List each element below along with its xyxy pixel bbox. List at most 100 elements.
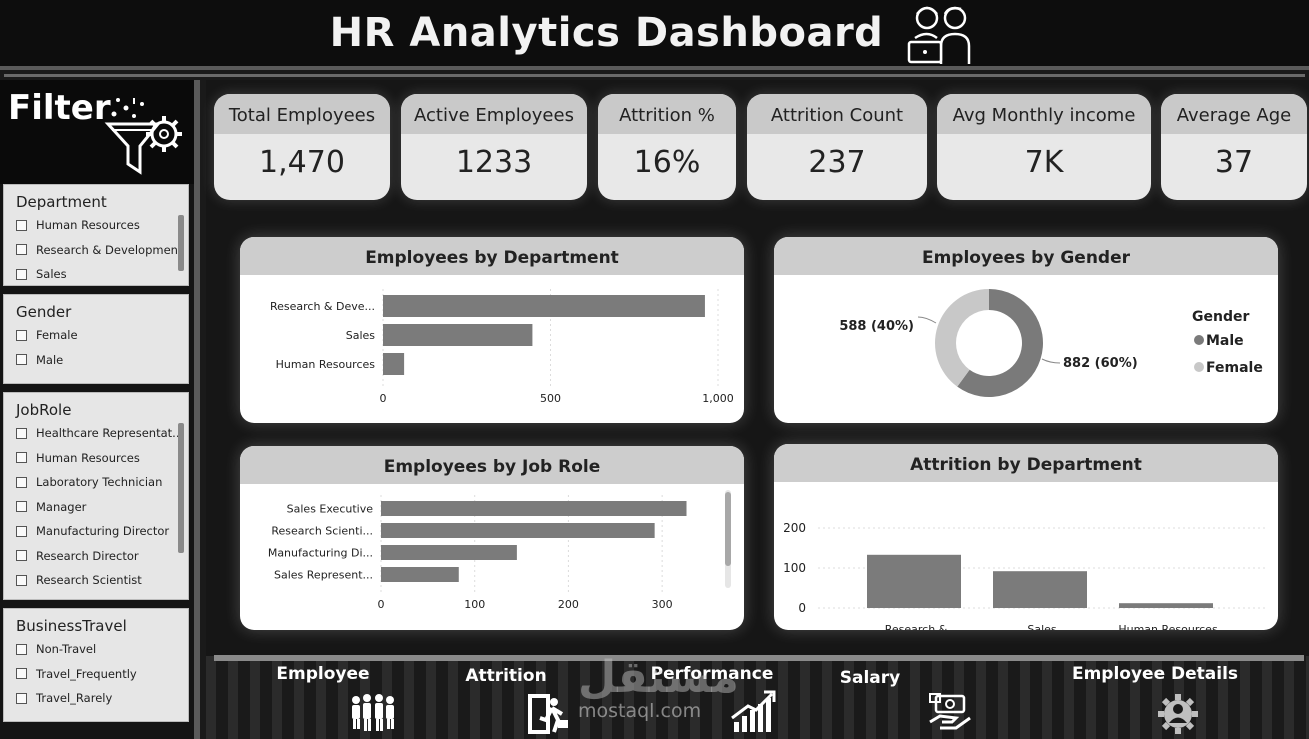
slicer-option-businesstravel[interactable]: Travel_Frequently	[4, 662, 188, 687]
slicer-option-jobrole[interactable]: Research Scientist	[4, 568, 188, 593]
checkbox[interactable]	[16, 329, 27, 341]
slicer-option-department[interactable]: Human Resources	[4, 213, 188, 238]
hr-people-icon	[908, 6, 971, 64]
kpi-attrition-count: Attrition Count 237	[747, 94, 927, 200]
chart-svg: 0 500 1,000 Research & Deve... Sales Human Re…	[270, 289, 734, 405]
nav-label: Employee Details	[1071, 664, 1239, 684]
checkbox[interactable]	[16, 574, 27, 586]
slicer-option-jobrole[interactable]: Manufacturing Director	[4, 519, 188, 544]
option-label: Healthcare Representat...	[36, 426, 184, 441]
kpi-value: 7K	[1024, 145, 1064, 180]
nav-employee-details[interactable]: Employee Details	[1066, 664, 1244, 684]
checkbox[interactable]	[16, 525, 27, 537]
checkbox[interactable]	[16, 354, 27, 366]
option-label: Manager	[36, 499, 87, 514]
y-category-label: Sales Executive	[287, 503, 374, 516]
kpi-value: 237	[808, 145, 866, 180]
legend-label: Female	[1206, 360, 1263, 376]
bar	[993, 571, 1087, 608]
option-label: Male	[36, 352, 64, 367]
chart-employees-by-department: Employees by Department 0 500 1,000 Researc…	[240, 237, 744, 423]
checkbox[interactable]	[16, 476, 27, 488]
kpi-label: Average Age	[1161, 94, 1307, 134]
nav-employee[interactable]: Employee	[268, 664, 378, 684]
kpi-attrition-percent: Attrition % 16%	[598, 94, 736, 200]
checkbox[interactable]	[16, 501, 27, 513]
checkbox[interactable]	[16, 452, 27, 464]
x-tick-label: 300	[652, 598, 673, 611]
chart-title: Attrition by Department	[774, 444, 1278, 482]
label-leader	[1041, 358, 1061, 364]
kpi-label: Attrition %	[598, 94, 736, 134]
chart-svg: 882 (60%) 588 (40%) Gender Male Female	[839, 289, 1263, 397]
exit-door-icon[interactable]	[524, 690, 570, 736]
slicer-scrollbar[interactable]	[178, 215, 184, 271]
slicer-option-businesstravel[interactable]: Travel_Rarely	[4, 686, 188, 711]
slicer-option-department[interactable]: Sales	[4, 262, 188, 287]
slicer-option-gender[interactable]: Male	[4, 348, 188, 373]
x-tick-label: 1,000	[702, 392, 734, 405]
nav-divider	[214, 655, 1304, 661]
option-label: Human Resources	[36, 218, 140, 233]
watermark-site: mostaql.com	[578, 700, 702, 722]
y-category-label: Manufacturing Di...	[268, 547, 373, 560]
x-tick-label: 500	[540, 392, 561, 405]
funnel-gear-icon	[104, 98, 182, 175]
filter-title: Filter	[8, 88, 111, 128]
people-group-icon[interactable]	[348, 692, 398, 732]
checkbox[interactable]	[16, 550, 27, 562]
checkbox[interactable]	[16, 268, 27, 280]
nav-label: Performance	[650, 664, 774, 684]
slicer-option-department[interactable]: Research & Developmen	[4, 238, 188, 263]
slicer-option-jobrole[interactable]: Human Resources	[4, 446, 188, 471]
legend-marker	[1194, 335, 1204, 345]
chart-scrollbar-thumb	[725, 492, 731, 566]
gear-person-icon[interactable]	[1156, 692, 1200, 736]
kpi-value: 1,470	[259, 145, 345, 180]
slicer-option-jobrole[interactable]: Laboratory Technician	[4, 470, 188, 495]
slicer-option-jobrole[interactable]: Healthcare Representat...	[4, 421, 188, 446]
gender-slicer: Gender Female Male	[3, 294, 189, 384]
checkbox[interactable]	[16, 244, 27, 256]
slicer-option-jobrole[interactable]: Manager	[4, 495, 188, 520]
page-title: HR Analytics Dashboard	[329, 10, 884, 56]
slicer-option-gender[interactable]: Female	[4, 323, 188, 348]
y-tick-label: 0	[798, 601, 806, 615]
growth-chart-icon[interactable]	[730, 690, 776, 734]
checkbox[interactable]	[16, 668, 27, 680]
option-label: Research Director	[36, 548, 139, 563]
x-category-label: Sales	[1027, 623, 1057, 630]
nav-attrition[interactable]: Attrition	[452, 666, 560, 686]
chart-attrition-by-department: Attrition by Department 0 100 200 Research …	[774, 444, 1278, 630]
slicer-scrollbar[interactable]	[178, 423, 184, 553]
checkbox[interactable]	[16, 219, 27, 231]
chart-svg: 0 100 200 300 Sales Executive Research Scient…	[268, 490, 731, 611]
option-label: Human Resources	[36, 450, 140, 465]
kpi-label: Attrition Count	[747, 94, 927, 134]
y-category-label: Human Resources	[276, 358, 376, 371]
x-tick-label: 200	[558, 598, 579, 611]
data-label: 882 (60%)	[1063, 356, 1138, 371]
nav-performance[interactable]: Performance	[645, 664, 779, 684]
chart-title: Employees by Job Role	[240, 446, 744, 484]
x-tick-label: 100	[464, 598, 485, 611]
filter-header: Filter	[0, 80, 194, 184]
option-label: Travel_Frequently	[36, 666, 137, 681]
kpi-label: Avg Monthly income	[937, 94, 1151, 134]
checkbox[interactable]	[16, 692, 27, 704]
nav-salary[interactable]: Salary	[826, 668, 914, 688]
slicer-option-jobrole[interactable]: Research Director	[4, 544, 188, 569]
pie-slice-male	[957, 289, 1043, 397]
kpi-active-employees: Active Employees 1233	[401, 94, 587, 200]
option-label: Laboratory Technician	[36, 475, 163, 490]
slicer-option-businesstravel[interactable]: Non-Travel	[4, 637, 188, 662]
bar	[1119, 603, 1213, 608]
kpi-value: 1233	[455, 145, 533, 180]
filter-sidebar: Filter Department Human Resources Resear…	[0, 80, 200, 739]
nav-label: Salary	[839, 668, 901, 688]
checkbox[interactable]	[16, 643, 27, 655]
checkbox[interactable]	[16, 427, 27, 439]
x-tick-label: 0	[378, 598, 385, 611]
money-hand-icon[interactable]	[926, 692, 972, 734]
